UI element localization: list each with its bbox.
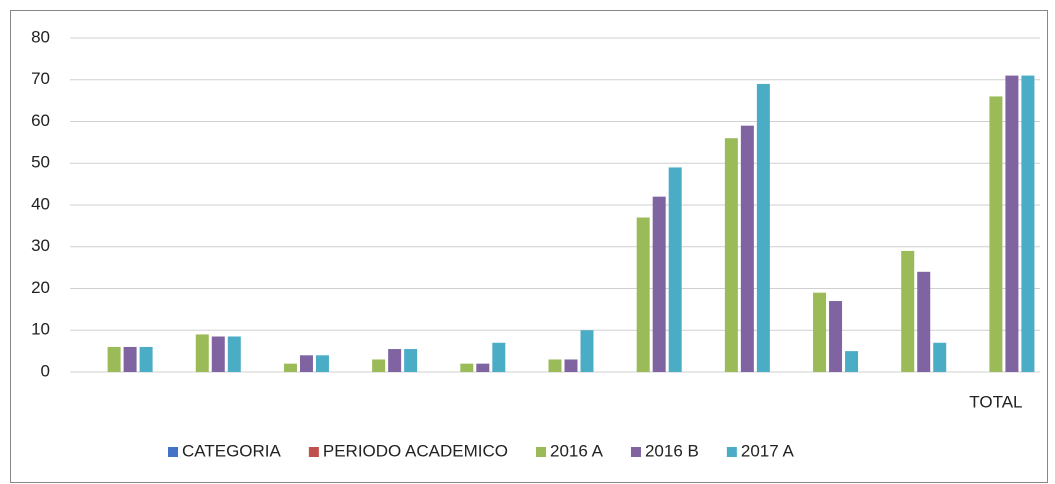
bar [372, 359, 386, 372]
y-tick-label: 80 [31, 27, 50, 46]
bar [668, 167, 682, 372]
bar [1021, 75, 1035, 372]
bar [1005, 75, 1019, 372]
legend-swatch [168, 447, 178, 457]
legend-label: 2017 A [741, 441, 795, 460]
bar [636, 217, 650, 372]
bar [845, 351, 859, 372]
y-tick-label: 40 [31, 194, 50, 213]
legend-label: CATEGORIA [182, 441, 282, 460]
bar [652, 196, 666, 372]
bar [315, 355, 329, 372]
bar [123, 346, 137, 372]
y-tick-label: 30 [31, 236, 50, 255]
bar [195, 334, 209, 372]
legend-swatch [536, 447, 547, 457]
bar [740, 125, 754, 372]
bar [901, 250, 915, 372]
y-tick-label: 50 [31, 153, 50, 172]
legend-label: PERIODO ACADEMICO [323, 441, 508, 460]
bar [917, 271, 931, 372]
legend-swatch [630, 447, 641, 457]
y-tick-label: 70 [31, 69, 50, 88]
legend-swatch [308, 447, 319, 457]
bar [227, 336, 241, 372]
bar [299, 355, 313, 372]
y-tick-label: 60 [31, 111, 50, 130]
bar [564, 359, 578, 372]
bar [404, 349, 418, 372]
bar [460, 363, 474, 372]
bar [580, 330, 594, 372]
bar [989, 96, 1003, 372]
y-tick-label: 20 [31, 278, 50, 297]
y-tick-label: 10 [31, 320, 50, 339]
bar [756, 83, 770, 373]
legend-label: 2016 A [550, 441, 604, 460]
bar [813, 292, 827, 372]
bar [211, 336, 225, 372]
x-tick-label: TOTAL [969, 392, 1022, 411]
legend-swatch [726, 447, 737, 457]
bar [492, 342, 506, 372]
bar [388, 349, 402, 372]
bar [548, 359, 562, 372]
bar [283, 363, 297, 372]
y-tick-label: 0 [41, 361, 50, 380]
bar [933, 342, 947, 372]
bar [724, 138, 738, 372]
legend-label: 2016 B [645, 441, 699, 460]
bar [107, 346, 121, 372]
bar [829, 301, 843, 372]
bar [476, 363, 490, 372]
bar [139, 346, 153, 372]
